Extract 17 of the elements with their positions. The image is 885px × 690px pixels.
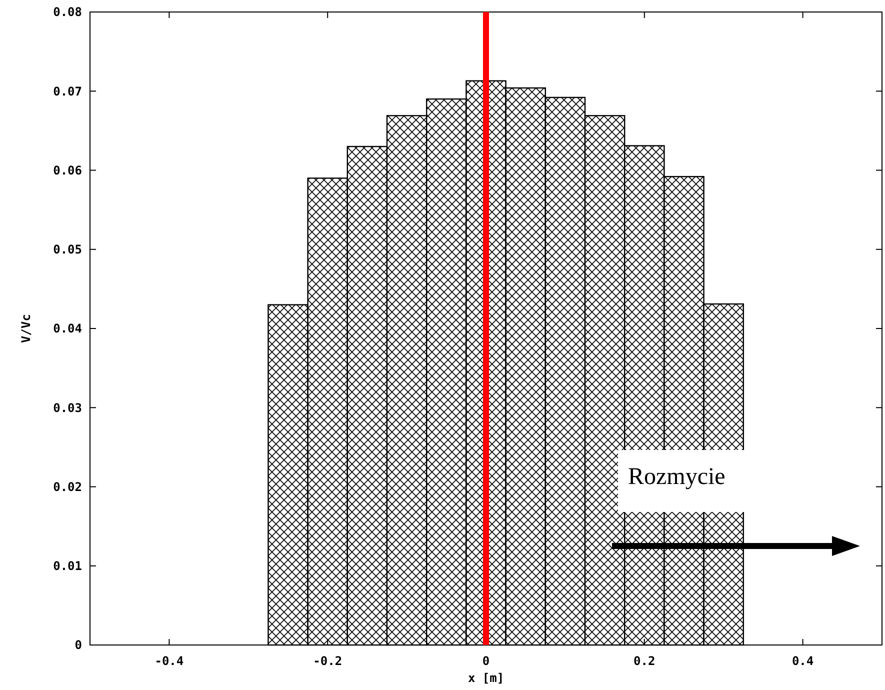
annotation: Rozmycie bbox=[628, 464, 726, 490]
x-tick-label: 0 bbox=[482, 654, 490, 668]
y-tick-label: 0.05 bbox=[53, 242, 82, 257]
x-axis-title: x [m] bbox=[468, 671, 504, 685]
y-tick-label: 0.06 bbox=[53, 163, 82, 178]
y-tick-label: 0.01 bbox=[53, 559, 82, 574]
y-tick-label: 0.04 bbox=[53, 322, 82, 336]
x-tick-label: 0.4 bbox=[792, 654, 814, 668]
x-tick-label: -0.2 bbox=[313, 654, 342, 668]
y-tick-label: 0.07 bbox=[53, 84, 82, 98]
y-tick-label: 0.03 bbox=[53, 400, 82, 415]
x-tick-label: 0.2 bbox=[634, 654, 656, 668]
y-tick-label: 0.02 bbox=[53, 480, 82, 494]
x-tick-label: -0.4 bbox=[154, 654, 184, 668]
y-axis-title: V/Vc bbox=[19, 314, 33, 343]
y-tick-label: 0.08 bbox=[53, 5, 82, 20]
y-tick-label: 0 bbox=[74, 638, 82, 652]
